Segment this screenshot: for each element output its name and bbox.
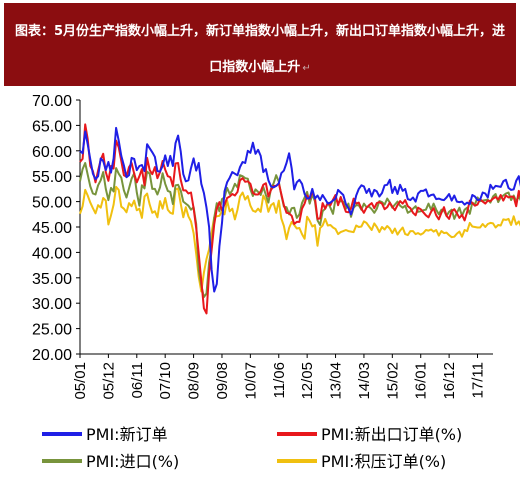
y-tick-label: 65.00 (32, 118, 72, 135)
x-tick-label: 17/11 (470, 362, 487, 398)
y-tick-label: 50.00 (32, 195, 72, 212)
x-tick-label: 16/12 (441, 362, 458, 400)
y-tick-label: 20.00 (32, 347, 72, 364)
x-tick-label: 15/02 (384, 362, 401, 400)
legend-label-1: PMI:新出口订单(%) (321, 425, 462, 444)
chart-title-bar: 图表：5月份生产指数小幅上升，新订单指数小幅上升，新出口订单指数小幅上升，进口指… (4, 3, 516, 86)
x-tick-label: 13/04 (328, 362, 345, 400)
x-tick-label: 06/11 (129, 362, 146, 398)
x-tick-label: 09/08 (214, 362, 231, 400)
chart-title: 图表：5月份生产指数小幅上升，新订单指数小幅上升，新出口订单指数小幅上升，进口指… (14, 24, 506, 75)
legend-label-0: PMI:新订单 (86, 425, 168, 444)
x-tick-label: 16/01 (413, 362, 430, 400)
x-tick-label: 05/12 (100, 362, 117, 400)
paragraph-mark: ↵ (302, 63, 311, 74)
x-tick-label: 12/05 (299, 362, 316, 400)
y-tick-label: 55.00 (32, 169, 72, 186)
y-tick-label: 45.00 (32, 220, 72, 237)
series-line-1 (79, 123, 520, 315)
legend-label-3: PMI:积压订单(%) (321, 452, 446, 471)
y-axis: 70.00 65.00 60.00 55.00 50.00 45.00 40.00 35.00… (32, 93, 81, 364)
legend-label-2: PMI:进口(%) (86, 452, 179, 471)
y-tick-label: 40.00 (32, 245, 72, 262)
y-tick-label: 25.00 (32, 322, 72, 339)
series-layer (79, 123, 520, 315)
series-line-2 (79, 162, 520, 299)
x-tick-label: 11/06 (271, 362, 288, 398)
y-tick-label: 35.00 (32, 271, 72, 288)
series-line-3 (79, 185, 520, 293)
y-tick-label: 70.00 (32, 93, 72, 110)
x-tick-label: 08/09 (186, 362, 203, 400)
x-tick-label: 10/07 (242, 362, 259, 400)
legend: PMI:新订单 PMI:新出口订单(%) PMI:进口(%) PMI:积压订单(%) (42, 425, 462, 471)
x-tick-label: 14/03 (356, 362, 373, 400)
series-line-0 (79, 126, 520, 293)
x-axis: 05/01 05/12 06/11 07/10 08/09 09/08 10/07 11/06… (72, 353, 493, 400)
y-tick-label: 30.00 (32, 296, 72, 313)
x-tick-label: 05/01 (72, 362, 89, 400)
x-tick-label: 07/10 (157, 362, 174, 400)
y-tick-label: 60.00 (32, 144, 72, 161)
pmi-line-chart: 70.00 65.00 60.00 55.00 50.00 45.00 40.00 35.00… (32, 93, 520, 471)
